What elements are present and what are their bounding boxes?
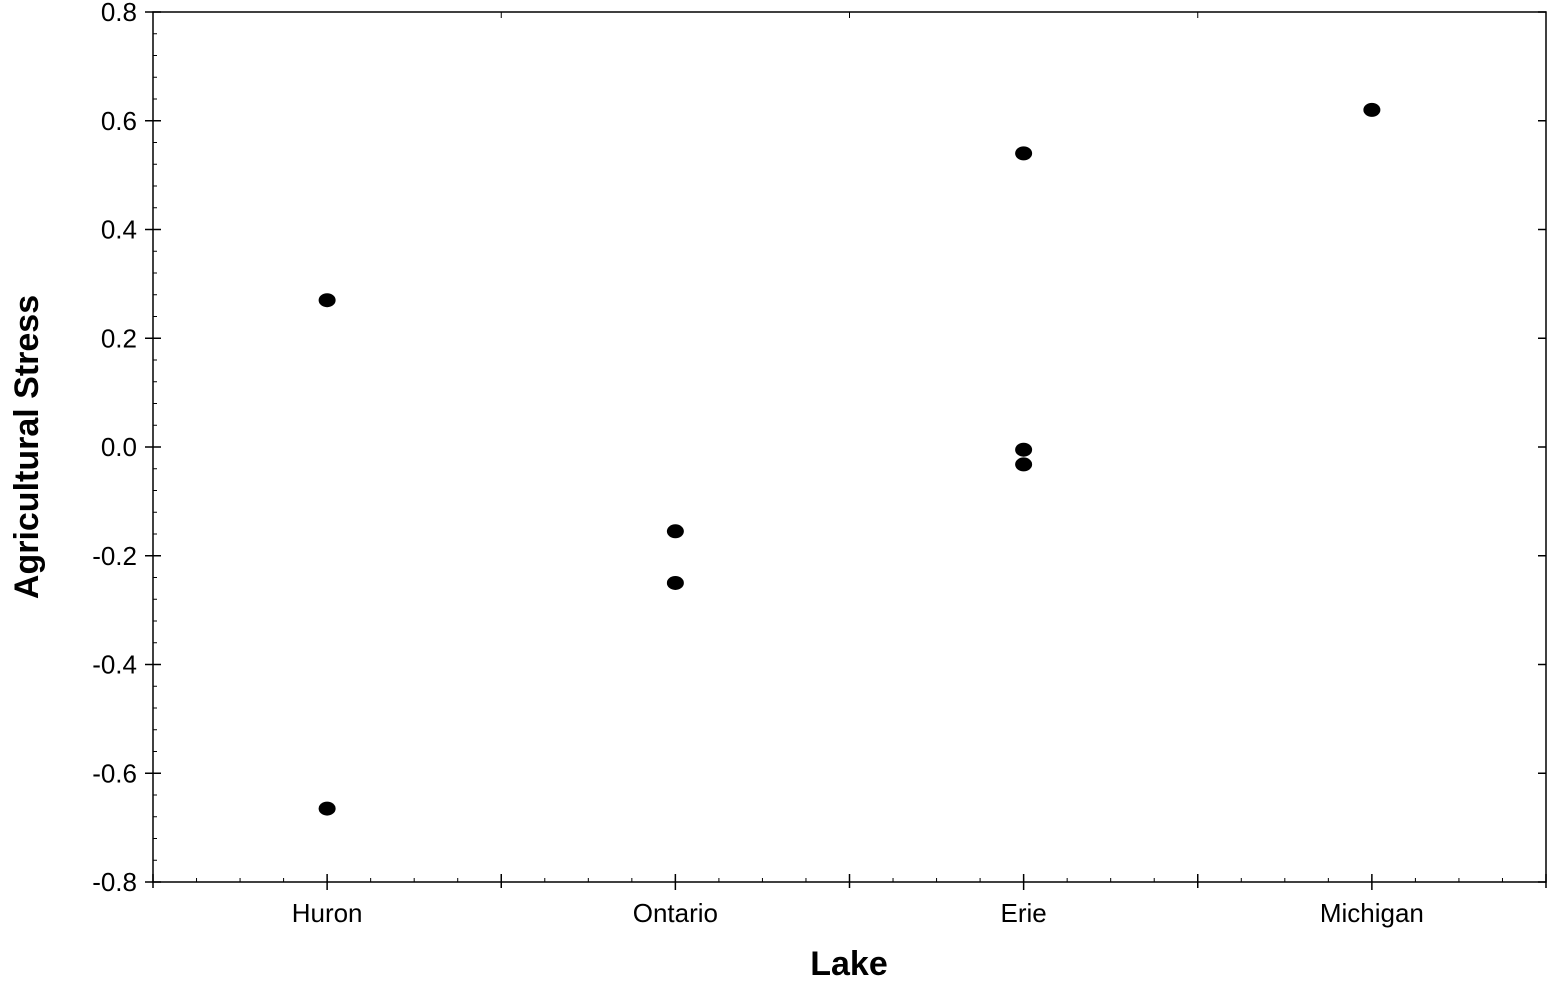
- y-tick-label: -0.6: [92, 758, 137, 788]
- data-point: [1015, 457, 1033, 472]
- x-tick-label: Michigan: [1320, 898, 1424, 928]
- y-tick-label: 0.8: [101, 0, 137, 27]
- y-tick-label: 0.6: [101, 106, 137, 136]
- data-points: [318, 102, 1381, 816]
- x-tick-label: Huron: [292, 898, 363, 928]
- y-tick-label: 0.0: [101, 432, 137, 462]
- data-point: [666, 575, 684, 590]
- x-tick-label: Erie: [1001, 898, 1047, 928]
- data-point: [1363, 102, 1381, 117]
- y-tick-label: 0.4: [101, 215, 137, 245]
- data-point: [666, 524, 684, 539]
- data-point: [318, 801, 336, 816]
- data-point: [1015, 146, 1033, 161]
- x-axis-title: Lake: [810, 945, 888, 983]
- plot-frame: [152, 11, 1547, 883]
- data-point: [1015, 442, 1033, 457]
- data-point: [318, 293, 336, 308]
- y-tick-label: 0.2: [101, 323, 137, 353]
- y-axis-title: Agricultural Stress: [8, 295, 46, 599]
- x-axis: Huron Ontario Erie Michigan: [152, 12, 1547, 928]
- y-tick-label: -0.2: [92, 541, 137, 571]
- y-tick-label: -0.8: [92, 867, 137, 897]
- y-tick-label: -0.4: [92, 650, 137, 680]
- y-axis: -0.8 -0.6 -0.4 -0.2 0.0 0.2 0.4 0.6 0.8: [92, 0, 1546, 897]
- x-tick-label: Ontario: [633, 898, 718, 928]
